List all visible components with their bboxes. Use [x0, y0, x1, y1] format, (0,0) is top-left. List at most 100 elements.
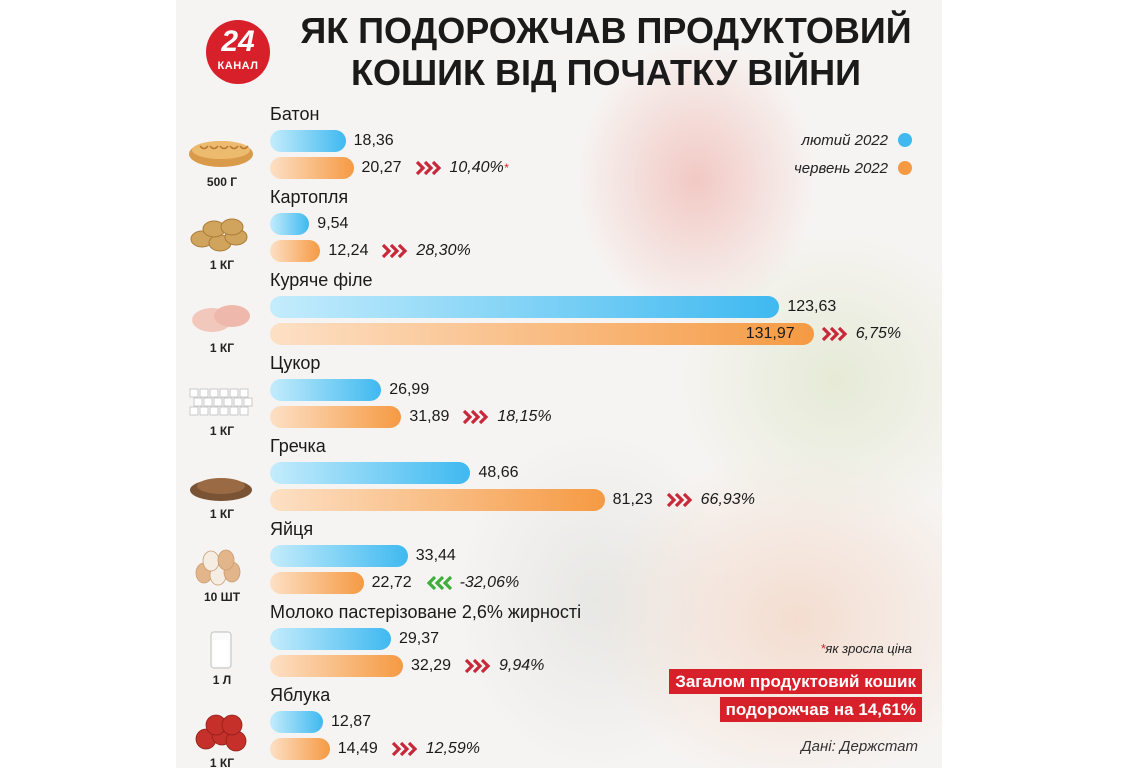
item-label-2: Куряче філе: [270, 270, 373, 290]
value-feb-0: 18,36: [353, 132, 394, 149]
value-feb-5: 33,44: [415, 547, 456, 564]
title-line-1: ЯК ПОДОРОЖЧАВ ПРОДУКТОВИЙ: [300, 10, 912, 51]
legend-jun-label: червень 2022: [794, 160, 888, 177]
change-value-6: 9,94%: [499, 657, 545, 674]
change-star-0: *: [503, 161, 509, 175]
value-jun-7: 14,49: [337, 740, 378, 757]
bar-jun-3: [270, 406, 402, 428]
value-jun-4: 81,23: [612, 491, 653, 508]
unit-label-1: 1 КГ: [209, 258, 235, 272]
bar-feb-3: [270, 379, 382, 401]
sugar-icon: [189, 388, 253, 416]
logo-word: КАНАЛ: [217, 60, 259, 72]
unit-label-5: 10 ШТ: [203, 590, 241, 604]
change-arrow-6: [465, 659, 491, 673]
legend-feb: лютий 2022: [802, 132, 912, 149]
value-jun-1: 12,24: [328, 242, 369, 259]
summary-box: Загалом продуктовий кошик подорожчав на …: [669, 669, 922, 722]
apples-icon: [195, 714, 247, 752]
footnote: *як зросла ціна: [820, 641, 912, 656]
value-jun-5: 22,72: [371, 574, 412, 591]
item-label-0: Батон: [270, 104, 320, 124]
change-arrow-4: [666, 493, 692, 507]
change-value-7: 12,59%: [425, 740, 480, 757]
change-value-5: -32,06%: [459, 574, 520, 591]
value-jun-0: 20,27: [361, 159, 402, 176]
change-arrow-0: [415, 161, 441, 175]
change-pct-6: 9,94%: [499, 655, 544, 677]
chicken-fillet-icon: [192, 305, 250, 332]
item-label-5: Яйця: [270, 519, 314, 539]
change-value-1: 28,30%: [416, 242, 471, 259]
change-value-2: 6,75%: [855, 325, 902, 342]
value-feb-7: 12,87: [331, 713, 372, 730]
milk-icon: [210, 631, 232, 669]
bar-feb-5: [270, 545, 408, 567]
item-label-1: Картопля: [270, 187, 349, 207]
value-jun-3: 31,89: [409, 408, 450, 425]
bar-jun-7: [270, 738, 330, 760]
unit-label-6: 1 Л: [212, 673, 232, 687]
channel-logo: 24 КАНАЛ: [206, 20, 270, 84]
unit-label-2: 1 КГ: [209, 341, 235, 355]
bar-jun-4: [270, 489, 605, 511]
change-arrow-3: [463, 410, 489, 424]
infographic-poster: 24 КАНАЛ ЯК ПОДОРОЖЧАВ ПРОДУКТОВИЙ КОШИК…: [176, 0, 942, 768]
item-label-6: Молоко пастерізоване 2,6% жирності: [270, 602, 582, 622]
page-title: ЯК ПОДОРОЖЧАВ ПРОДУКТОВИЙ КОШИК ВІД ПОЧА…: [276, 10, 936, 94]
value-feb-4: 48,66: [478, 464, 519, 481]
change-pct-3: 18,15%: [497, 406, 551, 428]
value-feb-2: 123,63: [787, 298, 837, 315]
data-source: Дані: Держстат: [801, 738, 918, 755]
change-pct-5: -32,06%: [460, 572, 520, 594]
bar-feb-1: [270, 213, 310, 235]
change-pct-0: 10,40%*: [450, 157, 509, 179]
bar-feb-2: [270, 296, 780, 318]
change-pct-7: 12,59%: [426, 738, 480, 760]
bar-jun-0: [270, 157, 354, 179]
bar-feb-7: [270, 711, 324, 733]
buckwheat-icon: [190, 478, 252, 501]
unit-label-0: 500 Г: [206, 175, 238, 189]
item-label-7: Яблука: [270, 685, 331, 705]
change-arrow-2: [821, 327, 847, 341]
bar-jun-5: [270, 572, 364, 594]
bread-icon: [189, 141, 253, 167]
change-arrow-1: [382, 244, 408, 258]
legend-jun: червень 2022: [794, 160, 912, 177]
bar-feb-6: [270, 628, 391, 650]
change-arrow-7: [391, 742, 417, 756]
change-value-3: 18,15%: [497, 408, 552, 425]
value-jun-6: 32,29: [411, 657, 452, 674]
item-label-4: Гречка: [270, 436, 326, 456]
bar-feb-0: [270, 130, 346, 152]
change-arrow-5: [426, 576, 452, 590]
potato-icon: [190, 218, 248, 252]
bar-jun-6: [270, 655, 404, 677]
value-feb-1: 9,54: [317, 215, 349, 232]
logo-number: 24: [221, 25, 255, 58]
unit-label-3: 1 КГ: [209, 424, 235, 438]
unit-label-7: 1 КГ: [209, 756, 235, 768]
title-line-2: КОШИК ВІД ПОЧАТКУ ВІЙНИ: [350, 52, 862, 93]
value-jun-2: 131,97: [745, 325, 795, 342]
bar-feb-4: [270, 462, 471, 484]
change-value-0: 10,40%: [449, 159, 504, 176]
change-pct-4: 66,93%: [701, 489, 755, 511]
change-pct-2: 6,75%: [856, 323, 901, 345]
item-label-3: Цукор: [270, 353, 321, 373]
eggs-icon: [195, 549, 241, 586]
value-feb-3: 26,99: [389, 381, 430, 398]
change-pct-1: 28,30%: [416, 240, 470, 262]
footnote-text: як зросла ціна: [825, 641, 912, 656]
value-feb-6: 29,37: [399, 630, 440, 647]
bar-jun-1: [270, 240, 321, 262]
footnote-star: *: [820, 641, 826, 656]
summary-line-2: подорожчав на 14,61%: [719, 697, 922, 722]
bar-jun-2: [270, 323, 814, 345]
legend-feb-dot: [898, 133, 912, 147]
unit-label-4: 1 КГ: [209, 507, 235, 521]
change-value-4: 66,93%: [700, 491, 755, 508]
legend-feb-label: лютий 2022: [801, 132, 888, 149]
legend-jun-dot: [898, 161, 912, 175]
